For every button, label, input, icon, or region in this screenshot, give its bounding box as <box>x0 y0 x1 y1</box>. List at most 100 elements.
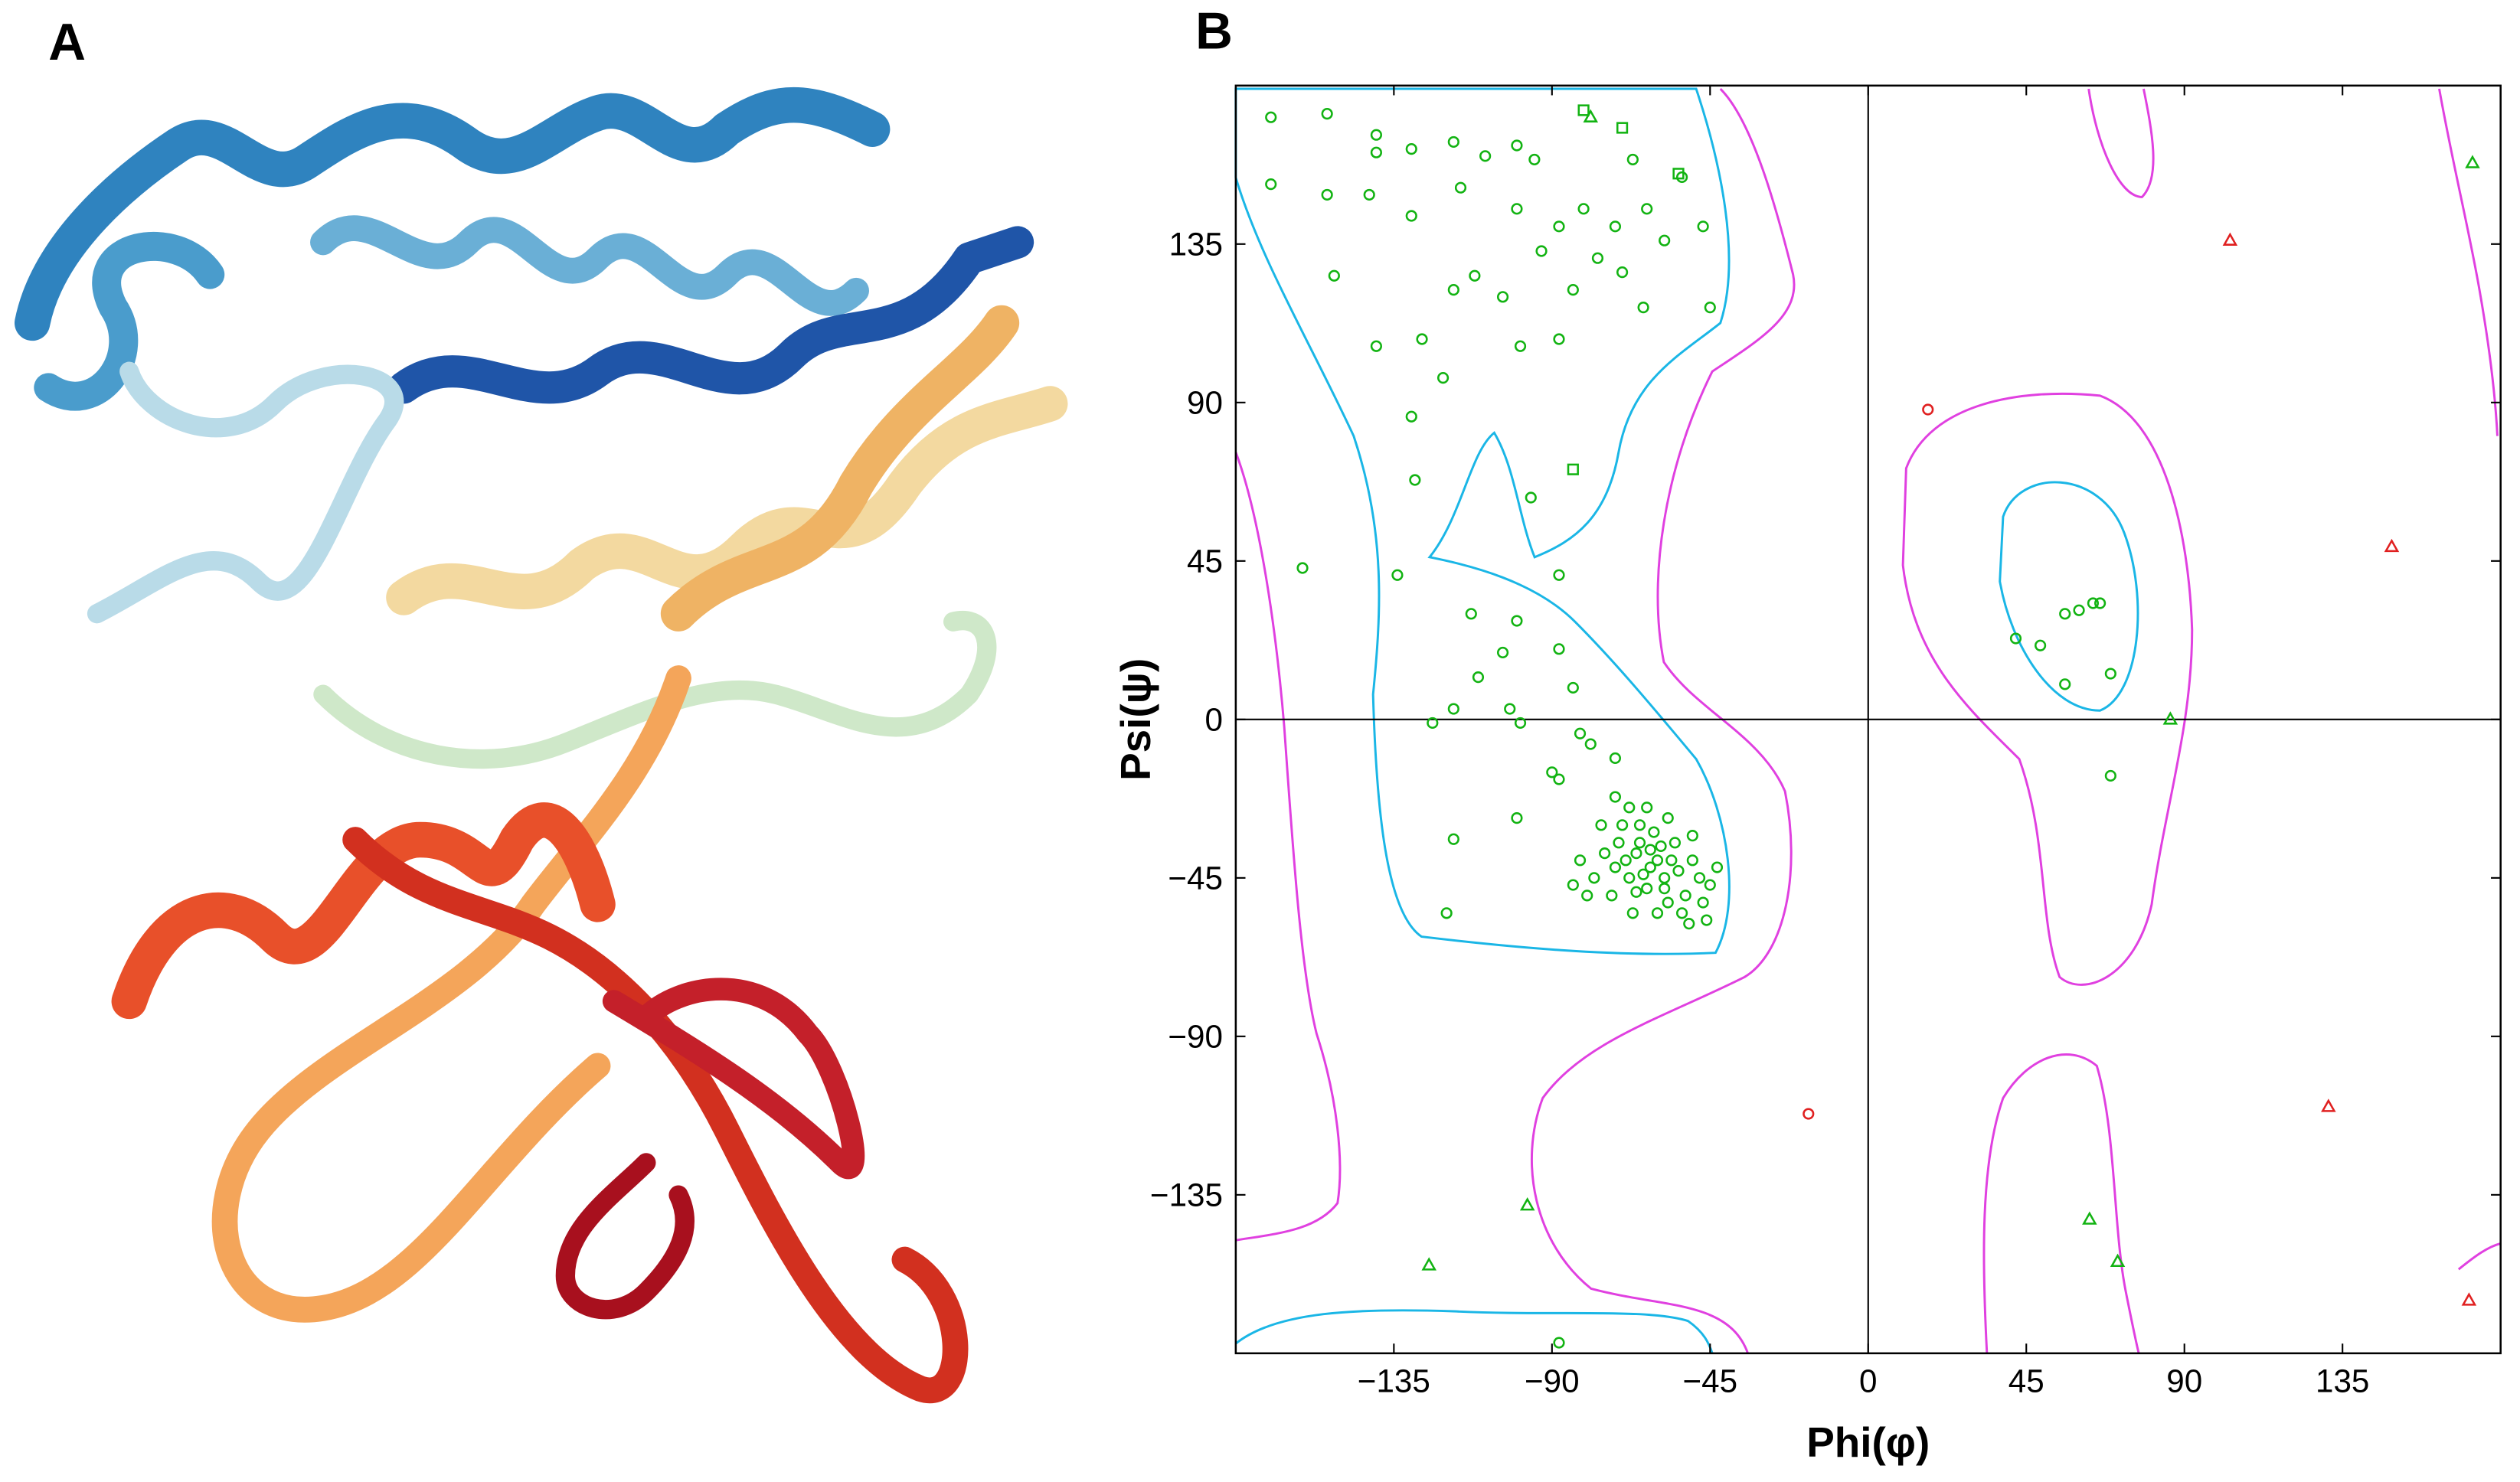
point <box>1675 907 1688 919</box>
point <box>1662 812 1674 824</box>
point <box>1519 1197 1535 1211</box>
point <box>1567 463 1579 475</box>
point <box>1651 907 1664 919</box>
point <box>1265 111 1277 123</box>
point <box>1416 333 1428 345</box>
point <box>1454 181 1467 194</box>
point <box>1637 868 1649 880</box>
point <box>1553 220 1565 233</box>
x-tick-label: 45 <box>2008 1363 2044 1399</box>
point <box>1370 129 1382 141</box>
point <box>1511 139 1523 152</box>
point <box>1616 266 1629 279</box>
point <box>1595 819 1607 831</box>
point <box>1686 830 1698 842</box>
protein-ribbon <box>14 87 1068 1404</box>
point <box>1633 837 1646 849</box>
point <box>1447 703 1459 715</box>
point <box>1672 865 1685 877</box>
point <box>1697 220 1709 233</box>
panel-label: B <box>1195 2 1233 60</box>
point <box>2073 604 2085 616</box>
point <box>1370 340 1382 352</box>
point <box>1641 203 1653 215</box>
point <box>1583 109 1599 122</box>
y-axis-label: Psi(ψ) <box>1112 658 1159 781</box>
point <box>1630 886 1642 898</box>
x-tick-label: −45 <box>1683 1363 1738 1399</box>
point <box>1504 703 1516 715</box>
point <box>1553 773 1565 785</box>
point <box>2009 632 2022 645</box>
y-tick-label: 135 <box>1169 227 1223 263</box>
point <box>1511 615 1523 627</box>
point <box>1447 833 1459 845</box>
point <box>2321 1098 2336 1112</box>
x-axis-label: Phi(φ) <box>1806 1418 1930 1466</box>
point <box>1514 717 1527 730</box>
point <box>2465 155 2480 168</box>
y-tick-label: −45 <box>1168 860 1223 896</box>
point <box>1665 854 1678 867</box>
y-tick-label: −90 <box>1168 1019 1223 1055</box>
point <box>1574 854 1587 867</box>
point <box>1606 890 1618 902</box>
point <box>1514 340 1527 352</box>
point <box>1623 872 1636 884</box>
point <box>1623 801 1636 814</box>
point <box>1577 104 1590 116</box>
point <box>1574 727 1587 739</box>
point <box>1363 188 1375 201</box>
point <box>1609 791 1621 803</box>
point <box>1511 203 1523 215</box>
point <box>1427 717 1439 730</box>
point <box>1616 819 1629 831</box>
point <box>1535 245 1548 257</box>
point <box>1370 146 1382 158</box>
point <box>1496 291 1509 303</box>
point <box>1704 302 1716 314</box>
point <box>1803 1108 1815 1120</box>
point <box>1584 738 1597 750</box>
point <box>1659 883 1671 895</box>
point <box>1599 847 1611 860</box>
point <box>2035 639 2047 651</box>
x-tick-label: 135 <box>2316 1363 2369 1399</box>
point <box>1567 879 1579 891</box>
point <box>1511 812 1523 824</box>
point <box>2104 769 2116 782</box>
point <box>1609 220 1621 233</box>
point <box>1528 153 1541 166</box>
point <box>1655 840 1667 853</box>
point <box>1616 122 1629 134</box>
point <box>1633 819 1646 831</box>
x-tick-label: 90 <box>2166 1363 2202 1399</box>
point <box>1479 150 1492 162</box>
point <box>2059 678 2071 690</box>
point <box>1469 269 1481 282</box>
point <box>1553 643 1565 655</box>
point <box>1436 372 1450 384</box>
point <box>1651 854 1664 867</box>
point <box>1648 826 1660 838</box>
point <box>2110 1253 2126 1268</box>
point <box>1553 569 1565 581</box>
point <box>2059 608 2071 620</box>
point <box>1672 168 1685 180</box>
point <box>1405 410 1417 423</box>
point <box>1693 872 1706 884</box>
x-tick-label: −90 <box>1525 1363 1580 1399</box>
point <box>1567 681 1579 694</box>
point <box>2461 1292 2477 1306</box>
point <box>1662 896 1674 909</box>
point <box>1922 403 1934 416</box>
point <box>2162 711 2178 725</box>
point <box>1609 752 1621 765</box>
point <box>1659 234 1671 246</box>
point <box>1440 907 1453 919</box>
y-tick-label: 90 <box>1187 385 1223 421</box>
point <box>1659 872 1671 884</box>
point <box>1686 854 1698 867</box>
point <box>1609 861 1621 873</box>
